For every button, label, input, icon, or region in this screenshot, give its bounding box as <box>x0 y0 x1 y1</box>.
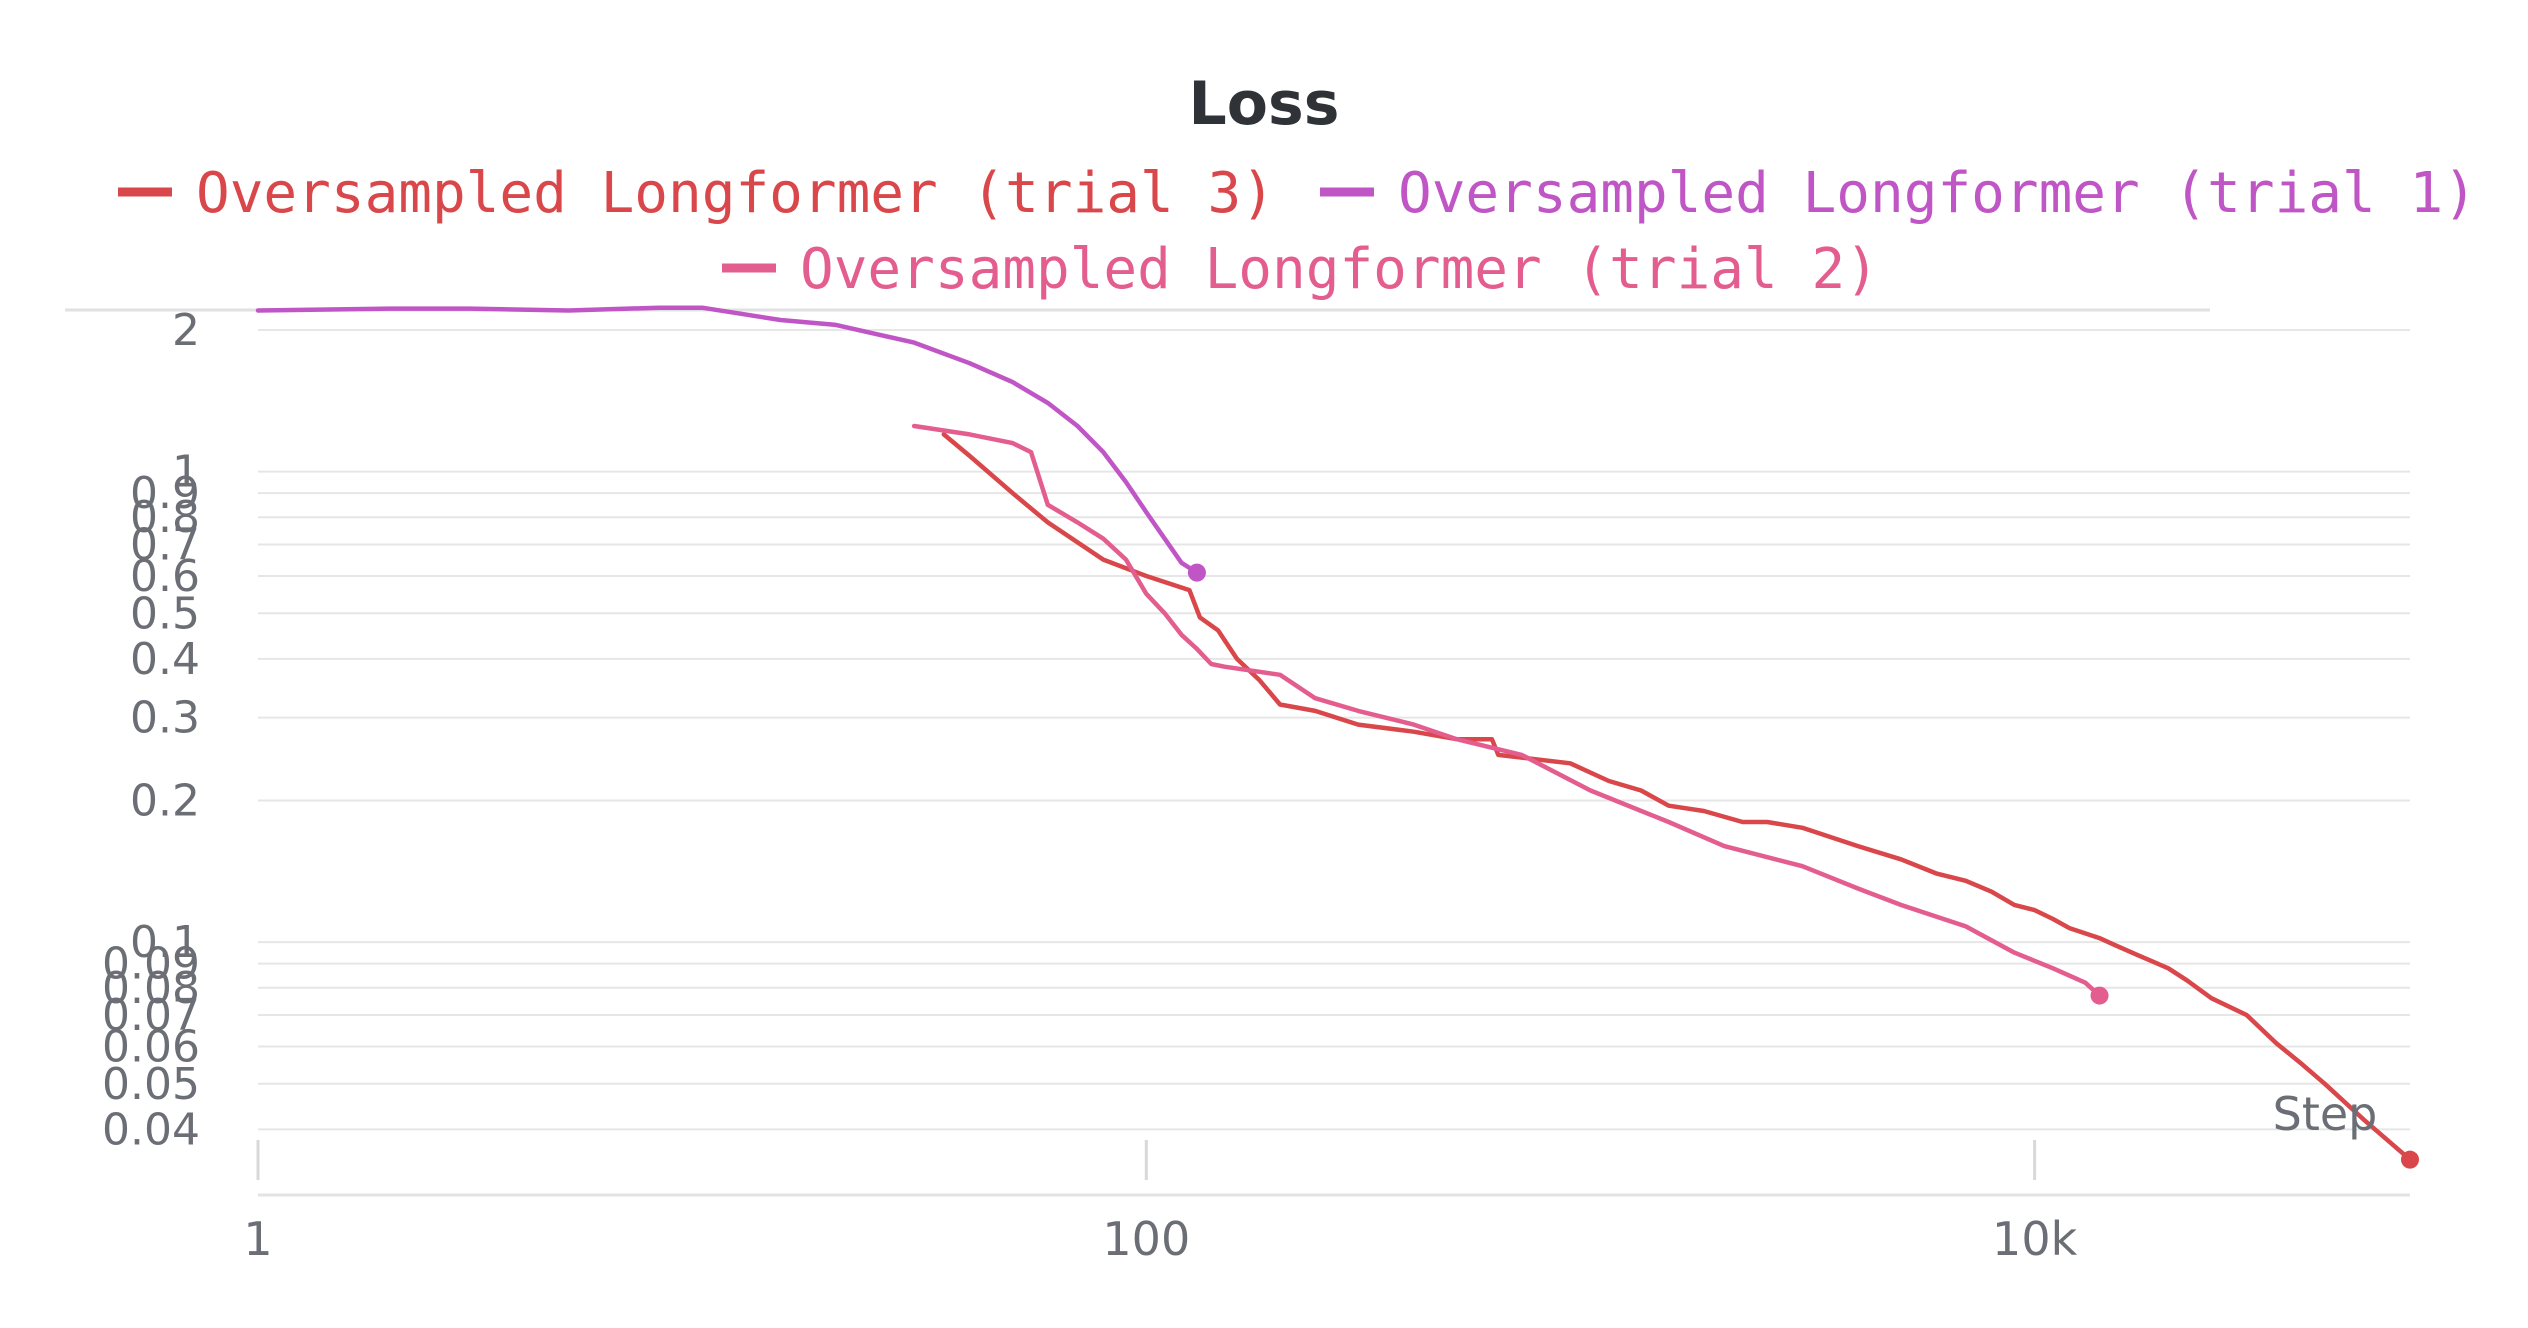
series-end-point <box>2090 986 2109 1005</box>
x-tick-label: 1 <box>243 1212 272 1266</box>
series-end-point <box>2401 1150 2419 1169</box>
y-axis: 210.90.80.70.60.50.40.30.20.10.090.080.0… <box>102 305 200 1155</box>
legend-entry: Oversampled Longformer (trial 3) <box>196 161 1275 226</box>
y-tick-label: 0.1 <box>130 917 200 968</box>
y-tick-label: 0.06 <box>102 1022 200 1073</box>
series-end-point <box>1187 563 1206 582</box>
chart-title: Loss <box>1189 69 1340 139</box>
y-tick-label: 0.4 <box>130 634 200 685</box>
y-tick-label: 0.5 <box>130 588 200 639</box>
x-axis-label: Step <box>2273 1087 2378 1141</box>
y-tick-label: 0.6 <box>130 551 200 602</box>
series-line <box>911 423 2102 998</box>
y-tick-label: 0.9 <box>130 468 200 519</box>
x-axis: 1 100 10k <box>243 1140 2410 1266</box>
y-tick-label: 0.3 <box>130 693 200 744</box>
y-tick-label: 2 <box>172 305 200 356</box>
y-tick-label: 0.09 <box>102 939 200 990</box>
x-tick-label: 100 <box>1102 1212 1190 1266</box>
y-tick-label: 1 <box>172 447 200 498</box>
series-line <box>255 305 1200 575</box>
y-tick-label: 0.7 <box>130 520 200 571</box>
y-tick-label: 0.08 <box>102 963 200 1014</box>
y-tick-label: 0.07 <box>102 990 200 1041</box>
y-tick-label: 0.05 <box>102 1059 200 1110</box>
y-tick-label: 0.8 <box>130 492 200 543</box>
x-tick-label: 10k <box>1992 1212 2078 1266</box>
legend: Oversampled Longformer (trial 3) Oversamp… <box>118 161 2477 302</box>
legend-entry: Oversampled Longformer (trial 2) <box>800 237 1879 302</box>
y-tick-label: 0.2 <box>130 776 200 827</box>
y-tick-label: 0.04 <box>102 1104 200 1155</box>
grid <box>258 328 2410 1131</box>
series-group <box>255 305 2419 1169</box>
legend-entry: Oversampled Longformer (trial 1) <box>1398 161 2477 226</box>
series-line <box>941 432 2413 1162</box>
